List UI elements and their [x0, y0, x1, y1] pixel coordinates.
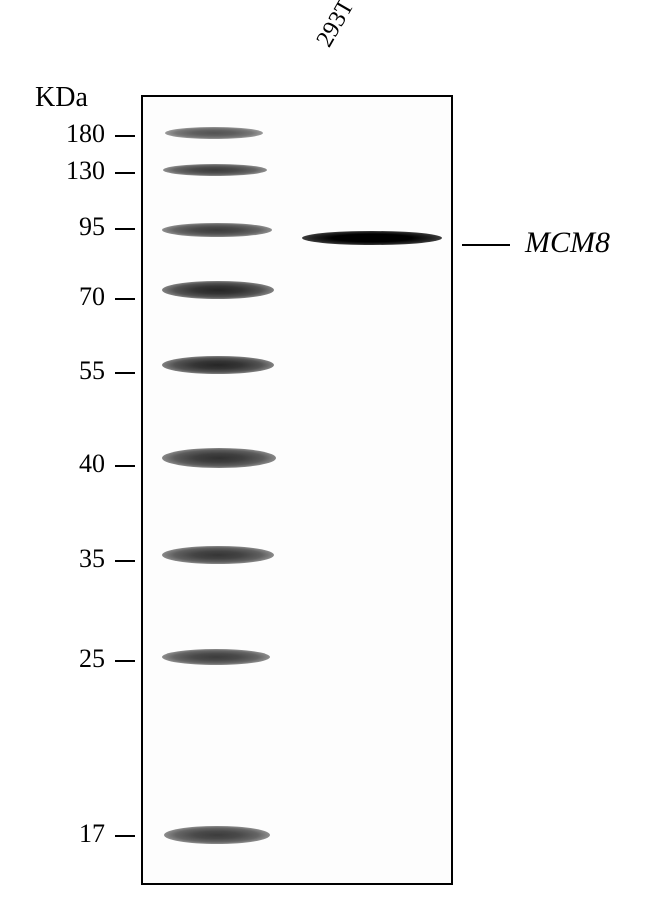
mw-label-35: 35 [45, 544, 105, 574]
mw-label-25: 25 [45, 644, 105, 674]
blot-frame [141, 95, 453, 885]
mw-tick-180 [115, 135, 135, 137]
ladder-band-6 [162, 546, 274, 564]
ladder-band-5 [162, 448, 276, 468]
mw-tick-130 [115, 172, 135, 174]
mw-tick-25 [115, 660, 135, 662]
ladder-band-3 [162, 281, 274, 299]
ladder-band-1 [163, 164, 267, 176]
ladder-band-2 [162, 223, 272, 237]
ladder-band-8 [164, 826, 270, 844]
target-label: MCM8 [525, 226, 610, 260]
mw-tick-35 [115, 560, 135, 562]
western-blot-figure: KDa 293T 180 130 95 70 55 40 35 25 17 MCM8 [0, 0, 650, 923]
mw-tick-40 [115, 465, 135, 467]
mw-label-17: 17 [45, 819, 105, 849]
target-tick [462, 244, 510, 246]
mw-tick-55 [115, 372, 135, 374]
ladder-band-4 [162, 356, 274, 374]
ladder-band-7 [162, 649, 270, 665]
sample-band-0 [302, 231, 442, 245]
mw-label-55: 55 [45, 356, 105, 386]
mw-tick-17 [115, 835, 135, 837]
lane-label-293t: 293T [312, 0, 361, 52]
mw-label-180: 180 [45, 119, 105, 149]
mw-label-130: 130 [45, 156, 105, 186]
mw-label-40: 40 [45, 449, 105, 479]
mw-tick-70 [115, 298, 135, 300]
axis-title: KDa [35, 82, 88, 114]
mw-label-70: 70 [45, 282, 105, 312]
mw-tick-95 [115, 228, 135, 230]
ladder-band-0 [165, 127, 263, 139]
mw-label-95: 95 [45, 212, 105, 242]
